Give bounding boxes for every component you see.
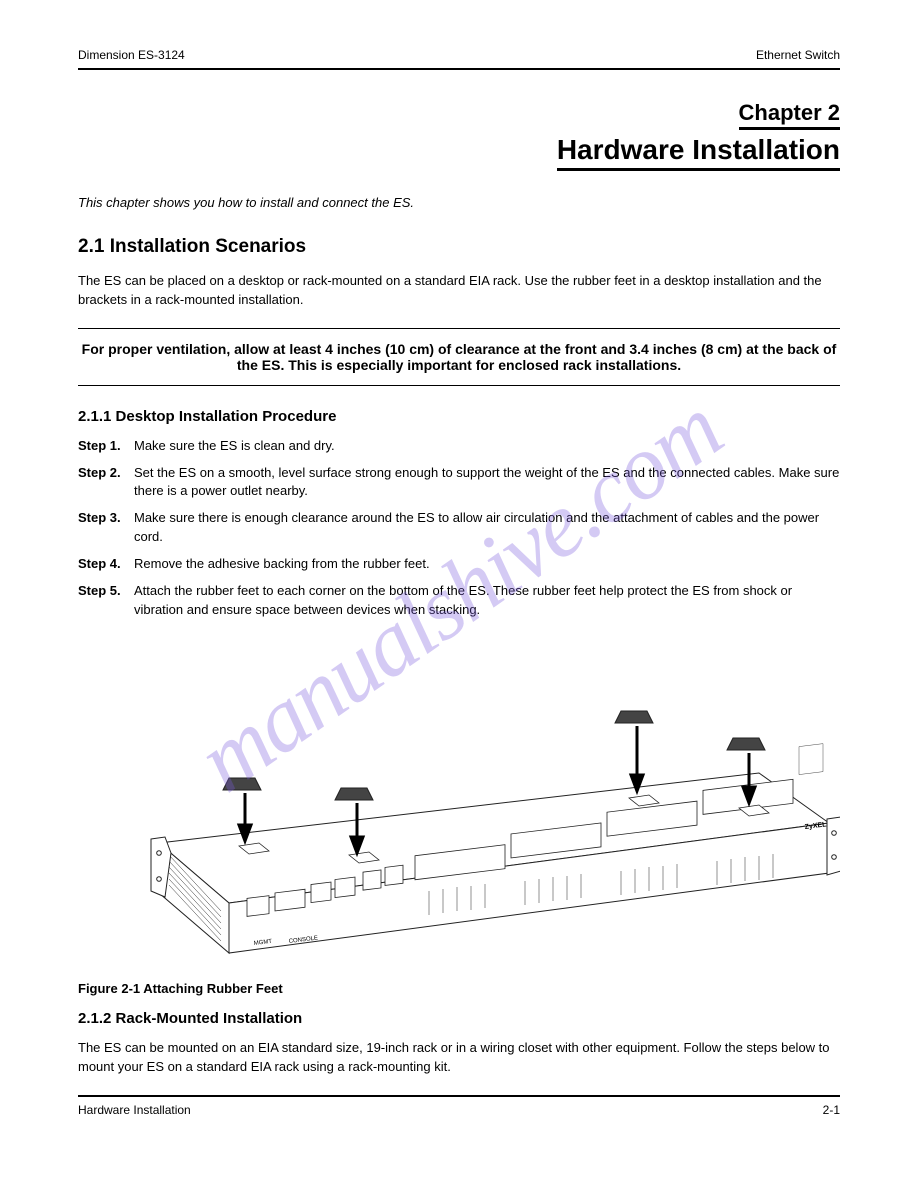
section-2-1-heading: 2.1 Installation Scenarios	[78, 236, 840, 258]
step-text: Set the ES on a smooth, level surface st…	[134, 464, 840, 502]
ventilation-note: For proper ventilation, allow at least 4…	[78, 328, 840, 386]
step-row: Step 1. Make sure the ES is clean and dr…	[78, 437, 840, 456]
step-text: Make sure there is enough clearance arou…	[134, 509, 840, 547]
step-number: Step 2.	[78, 464, 134, 502]
step-number: Step 4.	[78, 555, 134, 574]
step-text: Remove the adhesive backing from the rub…	[134, 555, 430, 574]
section-2-1-2-para: The ES can be mounted on an EIA standard…	[78, 1039, 840, 1077]
step-text: Make sure the ES is clean and dry.	[134, 437, 335, 456]
header-doc: Ethernet Switch	[756, 48, 840, 62]
footer-right: 2-1	[823, 1103, 840, 1117]
step-row: Step 4. Remove the adhesive backing from…	[78, 555, 840, 574]
running-header: Dimension ES-3124 Ethernet Switch	[78, 48, 840, 62]
footer-left: Hardware Installation	[78, 1103, 191, 1117]
chapter-heading-block: Chapter 2 Hardware Installation	[78, 100, 840, 175]
page-container: Dimension ES-3124 Ethernet Switch Chapte…	[0, 0, 918, 1188]
figure-caption: Figure 2-1 Attaching Rubber Feet	[78, 981, 840, 996]
step-text: Attach the rubber feet to each corner on…	[134, 582, 840, 620]
figure-2-1: CONSOLE MGMT ZyXEL	[78, 643, 840, 973]
chapter-title: Hardware Installation	[557, 134, 840, 171]
step-number: Step 1.	[78, 437, 134, 456]
section-2-1-2-heading: 2.1.2 Rack-Mounted Installation	[78, 1010, 840, 1027]
switch-illustration: CONSOLE MGMT ZyXEL	[78, 643, 840, 973]
step-row: Step 5. Attach the rubber feet to each c…	[78, 582, 840, 620]
chapter-number: Chapter 2	[78, 100, 840, 126]
step-row: Step 3. Make sure there is enough cleara…	[78, 509, 840, 547]
section-2-1-para: The ES can be placed on a desktop or rac…	[78, 272, 840, 310]
footer-rule	[78, 1095, 840, 1097]
chapter-intro: This chapter shows you how to install an…	[78, 195, 840, 210]
footer: Hardware Installation 2-1	[78, 1103, 840, 1117]
step-row: Step 2. Set the ES on a smooth, level su…	[78, 464, 840, 502]
header-product: Dimension ES-3124	[78, 48, 185, 62]
step-number: Step 3.	[78, 509, 134, 547]
section-2-1-1-heading: 2.1.1 Desktop Installation Procedure	[78, 408, 840, 425]
step-number: Step 5.	[78, 582, 134, 620]
header-rule	[78, 68, 840, 70]
